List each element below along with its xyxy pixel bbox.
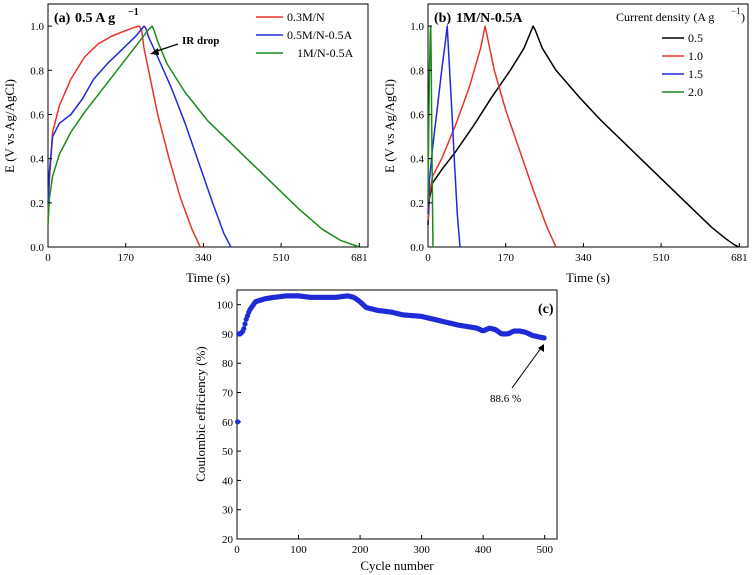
- panel-b-series-line-0-5: [427, 25, 740, 248]
- panel-c-xlabel: Cycle number: [360, 558, 434, 573]
- panel-b-legend: Current density (A g −1 ) 0.5 1.0 1.5 2.…: [616, 6, 745, 99]
- panel-a-frame: [47, 3, 369, 248]
- final-value-annotation: 88.6 %: [490, 393, 521, 405]
- panel-c-label: (c): [538, 302, 554, 317]
- panel-b-y-tick-label-0-8: 0.8: [410, 65, 424, 77]
- final-value-arrow: [511, 347, 542, 389]
- panel-c-x-ticks: 0 100 200 300 400 500: [234, 535, 553, 556]
- panel-b-xlabel: Time (s): [566, 270, 610, 285]
- panel-b-y-tick-label-0-0: 0.0: [410, 242, 424, 254]
- panel-a-y-ticks: 0.0 0.2 0.4 0.6 0.8 1.0: [30, 21, 52, 254]
- panel-a-xlabel: Time (s): [186, 270, 230, 285]
- panel-b-y-tick-label-0-4: 0.4: [410, 154, 424, 166]
- panel-c-y-tick-label-50: 50: [222, 446, 234, 458]
- panel-b-y-tick-label-1-0: 1.0: [410, 21, 424, 33]
- panel-a-y-tick-label-1-0: 1.0: [30, 21, 44, 33]
- panel-a-title-superscript: −1: [128, 7, 139, 18]
- panel-c-y-tick-label-70: 70: [222, 388, 234, 400]
- panel-b-ylabel: E (V vs Ag/AgCl): [382, 79, 397, 173]
- ir-drop-annotation: IR drop: [182, 35, 219, 47]
- panel-b-series-line-1-0: [427, 25, 557, 248]
- panel-c-x-tick-label-300: 300: [413, 544, 430, 556]
- panel-c-y-tick-label-100: 100: [217, 300, 234, 312]
- panel-a-title: 0.5 A g: [75, 11, 115, 26]
- panel-a-y-tick-label-0-0: 0.0: [30, 242, 44, 254]
- panel-b-x-ticks: 0 170 340 510 681: [425, 243, 748, 264]
- panel-a-ylabel: E (V vs Ag/AgCl): [2, 79, 17, 173]
- panel-b-x-tick-label-0: 0: [425, 252, 431, 264]
- panel-b-x-tick-label-170: 170: [497, 252, 514, 264]
- panel-c-frame: [236, 289, 558, 540]
- panel-a-label: (a): [54, 11, 71, 26]
- cycle-point-499: [541, 335, 547, 341]
- legend-label-0-5m-n-0-5a: 0.5M/N-0.5A: [287, 28, 353, 42]
- panel-b-y-tick-label-0-6: 0.6: [410, 109, 424, 121]
- panel-a-x-ticks: 0 170 340 510 681: [45, 243, 368, 264]
- cycle-point-13: [242, 321, 248, 327]
- panel-a-x-tick-label-681: 681: [351, 252, 368, 264]
- legend-label-2-0: 2.0: [688, 85, 703, 99]
- legend-label-1-5: 1.5: [688, 67, 703, 81]
- panel-a-series-lines: [47, 25, 360, 248]
- legend-title: Current density (A g: [616, 10, 714, 24]
- panel-a-x-tick-label-340: 340: [195, 252, 212, 264]
- panel-c-y-tick-label-60: 60: [222, 417, 234, 429]
- panel-c-y-tick-label-20: 20: [222, 534, 234, 546]
- panel-c-y-tick-label-30: 30: [222, 505, 234, 517]
- panel-b-label: (b): [434, 11, 451, 26]
- panel-c-x-tick-label-100: 100: [290, 544, 307, 556]
- panel-a-series-line-1m-n-0-5a: [47, 25, 360, 248]
- panel-c-x-tick-label-500: 500: [536, 544, 553, 556]
- panel-c-x-tick-label-200: 200: [352, 544, 369, 556]
- legend-title-superscript: −1: [731, 6, 741, 16]
- panel-a-legend: 0.3M/N 0.5M/N-0.5A 1M/N-0.5A: [256, 10, 354, 60]
- panel-c-y-tick-label-90: 90: [222, 329, 234, 341]
- cycle-point-1: [235, 419, 241, 425]
- panel-c-x-tick-label-0: 0: [234, 544, 240, 556]
- panel-b-title: 1M/N-0.5A: [456, 11, 523, 26]
- panel-c-y-ticks: 20 30 40 50 60 70 80 90 100: [217, 300, 241, 546]
- panel-a: 0 170 340 510 681 0.0 0.2 0.4 0.6 0.8 1.0 (a) 0.5…: [2, 3, 369, 285]
- panel-a-series-line-0-5m-n-0-5a: [47, 25, 232, 248]
- panel-a-series-line-0-3m-n: [47, 25, 201, 248]
- legend-label-0-5: 0.5: [688, 31, 703, 45]
- panel-a-x-tick-label-0: 0: [45, 252, 51, 264]
- panel-c-data-points: [235, 293, 547, 425]
- ir-drop-arrowhead: [150, 48, 159, 55]
- legend-title-close: ): [741, 10, 745, 24]
- legend-label-1m-n-0-5a: 1M/N-0.5A: [297, 46, 354, 60]
- panel-c-x-tick-label-400: 400: [475, 544, 492, 556]
- panel-b-frame: [427, 3, 749, 248]
- panel-b-y-tick-label-0-2: 0.2: [410, 198, 424, 210]
- panel-a-y-tick-label-0-4: 0.4: [30, 154, 44, 166]
- panel-a-y-tick-label-0-8: 0.8: [30, 65, 44, 77]
- cycle-point-11: [241, 326, 247, 332]
- panel-b-x-tick-label-510: 510: [653, 252, 670, 264]
- final-value-arrowhead: [538, 344, 544, 352]
- panel-a-x-tick-label-510: 510: [273, 252, 290, 264]
- legend-label-1-0: 1.0: [688, 49, 703, 63]
- panel-b: 0 170 340 510 681 0.0 0.2 0.4 0.6 0.8 1.0 (b) 1M/…: [382, 3, 749, 285]
- panel-c-y-tick-label-40: 40: [222, 475, 234, 487]
- panel-b-x-tick-label-340: 340: [575, 252, 592, 264]
- panel-b-x-tick-label-681: 681: [731, 252, 748, 264]
- panel-c-y-tick-label-80: 80: [222, 358, 234, 370]
- panel-c: 0 100 200 300 400 500 20 30 40 50 60 70 80 90 100 (c)…: [193, 289, 558, 573]
- panel-a-y-tick-label-0-6: 0.6: [30, 109, 44, 121]
- panel-a-y-tick-label-0-2: 0.2: [30, 198, 44, 210]
- panel-b-y-ticks: 0.0 0.2 0.4 0.6 0.8 1.0: [410, 21, 432, 254]
- panel-a-x-tick-label-170: 170: [117, 252, 134, 264]
- panel-c-ylabel: Coulombic efficiency (%): [193, 346, 208, 482]
- legend-label-0-3m-n: 0.3M/N: [287, 10, 325, 24]
